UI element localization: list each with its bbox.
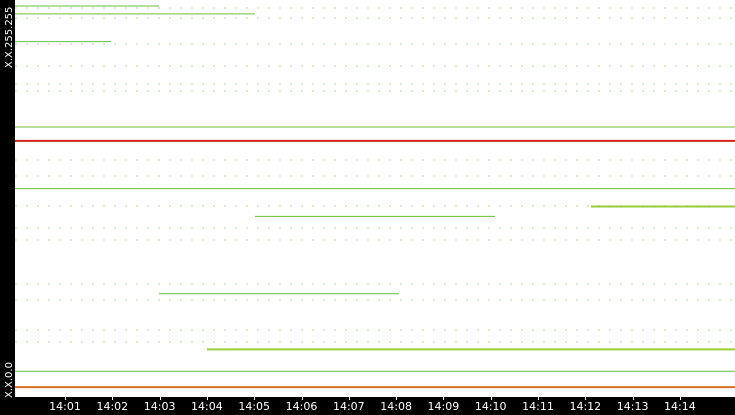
x-tick-label: 14:02 (96, 400, 129, 413)
x-tick-mark (159, 397, 161, 400)
x-tick-label: 14:11 (522, 400, 554, 413)
x-tick-mark (254, 397, 256, 400)
y-axis: X.X.255.255 X.X.0.0 (0, 0, 15, 415)
x-tick-mark (301, 397, 303, 400)
x-tick-label: 14:14 (664, 400, 696, 413)
x-tick-mark (538, 397, 539, 400)
flow-plot[interactable] (15, 0, 735, 397)
x-tick-label: 14:05 (238, 400, 271, 413)
x-tick-label: 14:13 (616, 400, 649, 413)
x-tick-mark (348, 397, 350, 400)
x-tick-label: 14:07 (332, 400, 365, 413)
x-tick-label: 14:01 (49, 400, 81, 413)
x-tick-mark (490, 397, 492, 400)
x-tick-label: 14:03 (143, 400, 176, 413)
x-axis: 14:01 14:02 14:03 14:04 14:05 14:06 14:07 14:08… (15, 397, 735, 415)
x-tick-mark (585, 397, 587, 400)
x-tick-mark (443, 397, 445, 400)
x-tick-mark (632, 397, 634, 400)
x-tick-mark (206, 397, 208, 400)
x-tick-mark (396, 397, 398, 400)
x-tick-mark (65, 397, 66, 400)
x-tick-label: 14:09 (427, 400, 460, 413)
flow-lines (15, 5, 735, 389)
x-tick-label: 14:04 (191, 400, 223, 413)
x-tick-label: 14:10 (474, 400, 507, 413)
x-tick-label: 14:12 (569, 400, 602, 413)
x-tick-mark (112, 397, 114, 400)
x-tick-label: 14:08 (380, 400, 412, 413)
x-tick-mark (679, 397, 681, 400)
x-tick-label: 14:06 (285, 400, 318, 413)
